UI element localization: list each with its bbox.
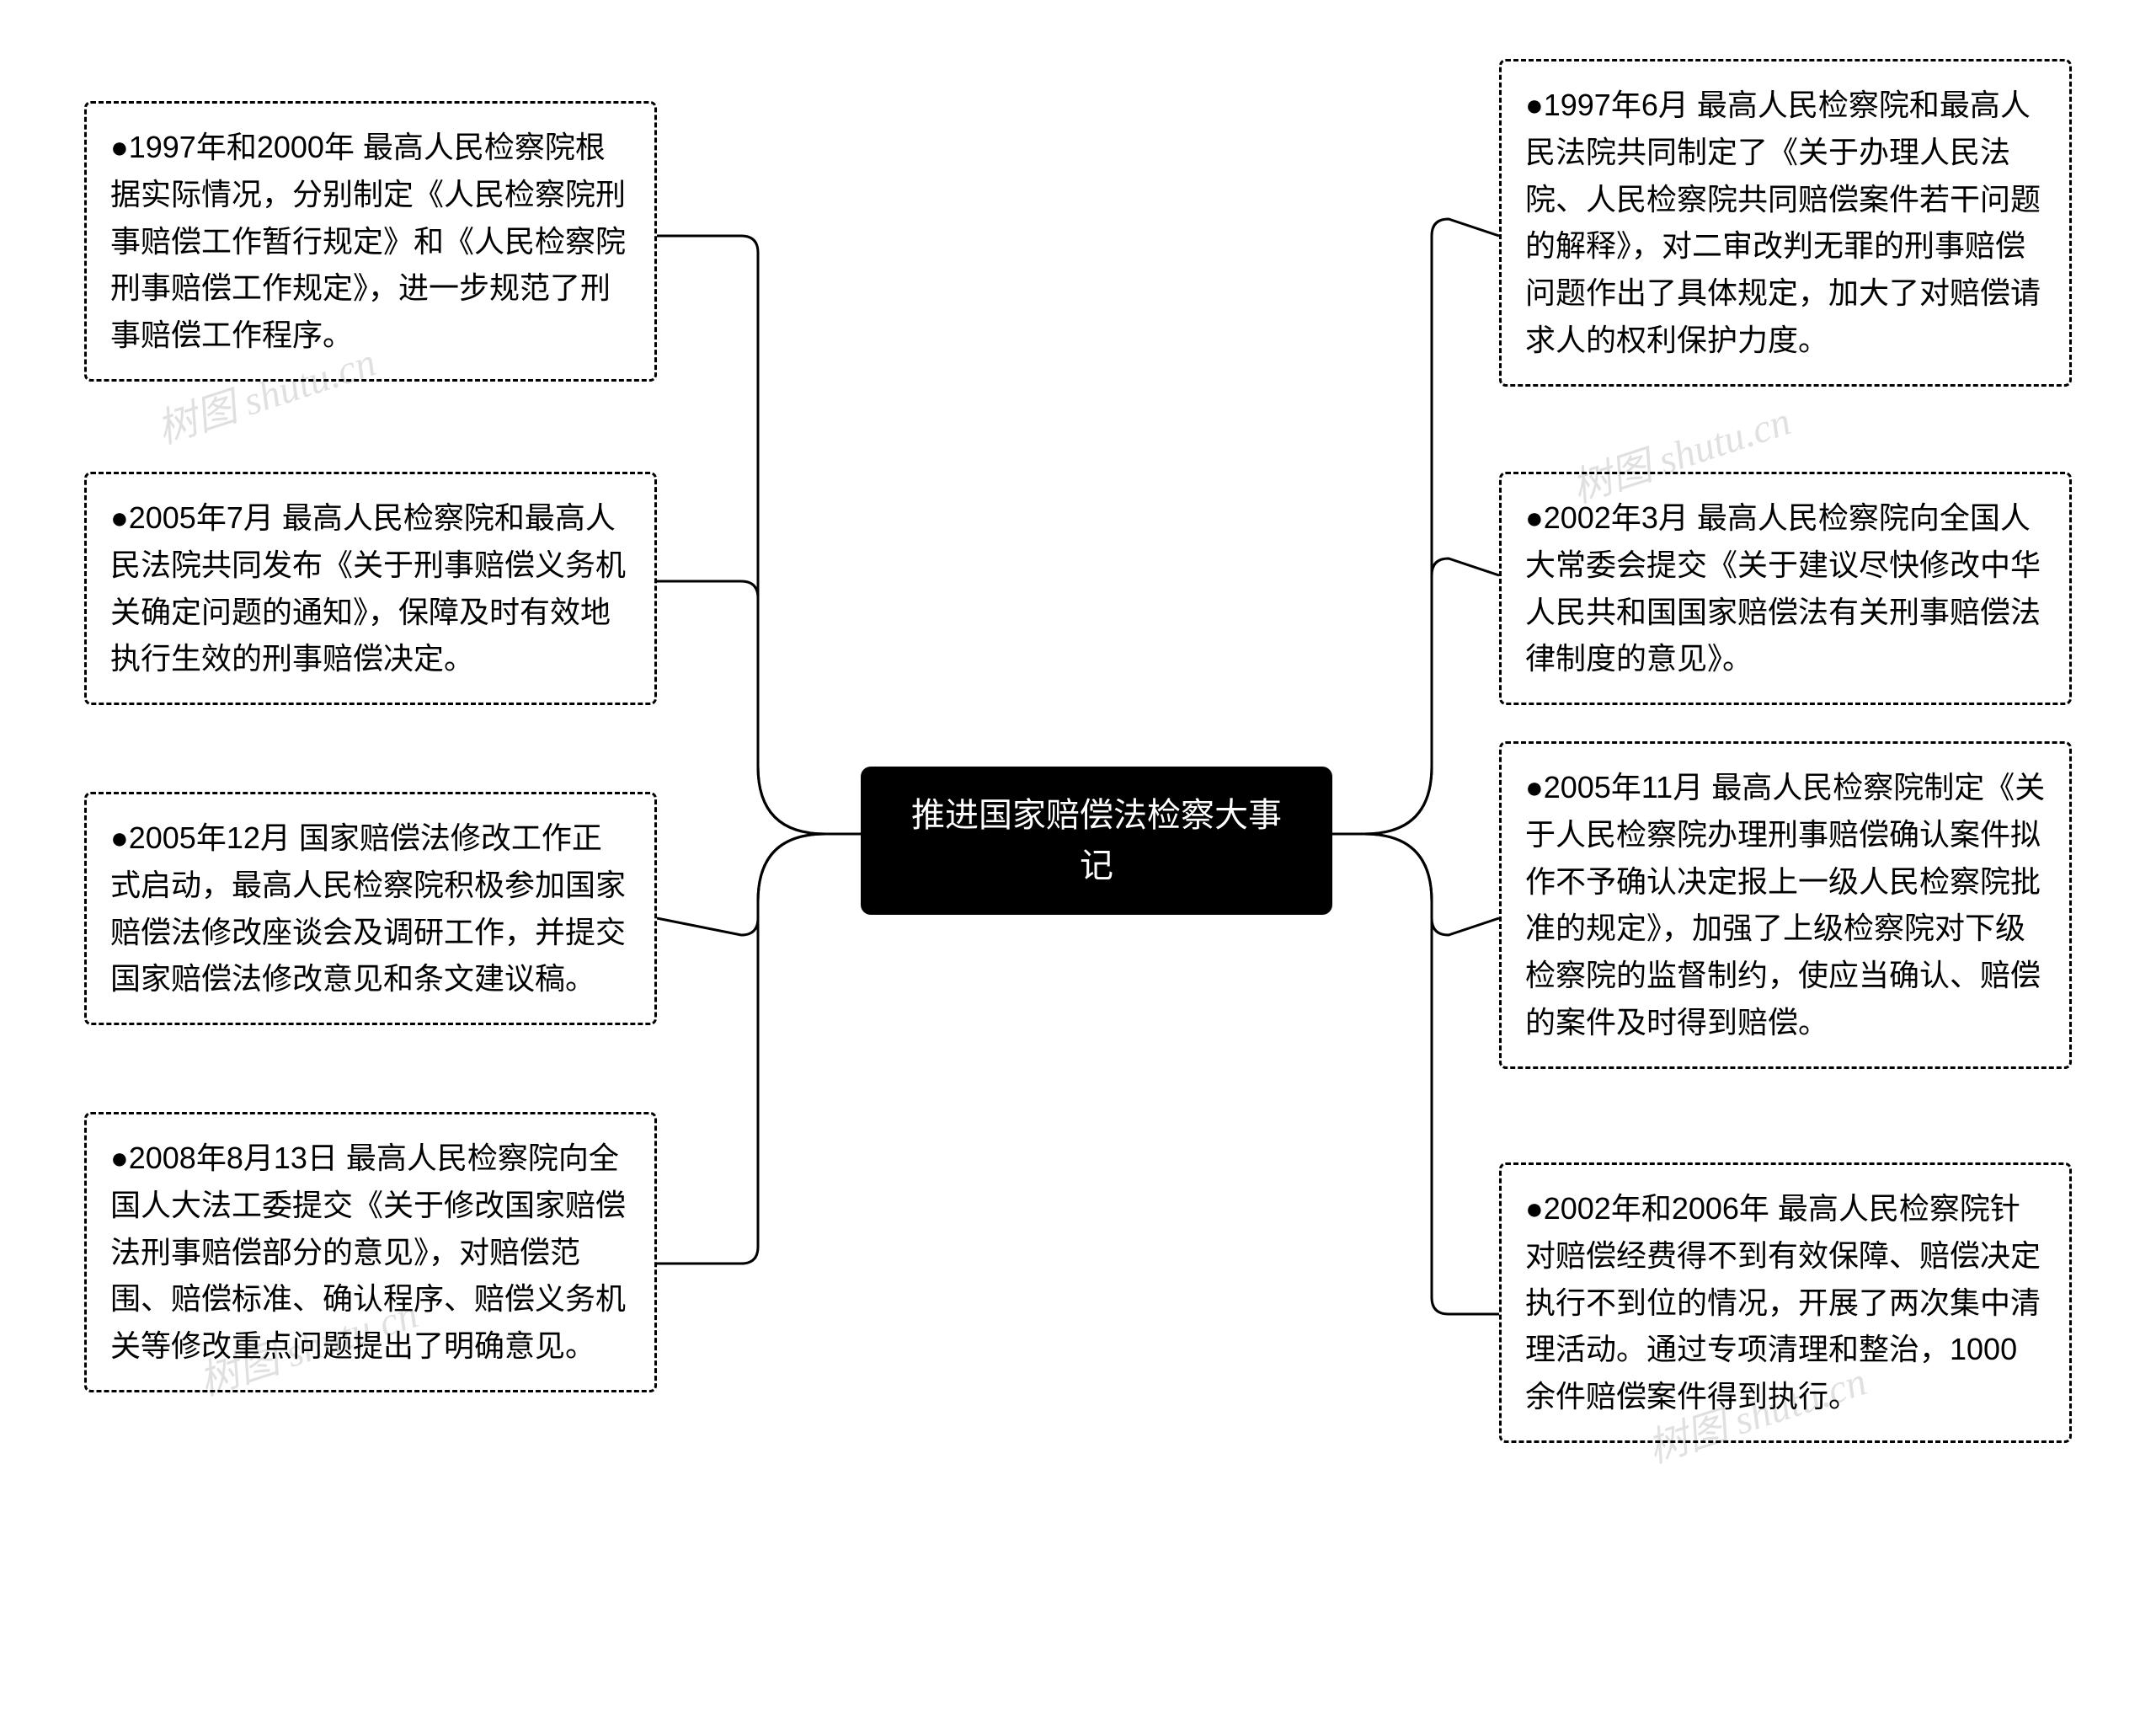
center-node[interactable]: 推进国家赔偿法检察大事 记 [861, 767, 1332, 915]
leaf-left-1[interactable]: ●1997年和2000年 最高人民检察院根据实际情况，分别制定《人民检察院刑事赔… [84, 101, 657, 382]
leaf-left-2[interactable]: ●2005年7月 最高人民检察院和最高人民法院共同发布《关于刑事赔偿义务机关确定… [84, 472, 657, 705]
leaf-text: ●2008年8月13日 最高人民检察院向全国人大法工委提交《关于修改国家赔偿法刑… [110, 1141, 626, 1363]
leaf-right-1[interactable]: ●1997年6月 最高人民检察院和最高人民法院共同制定了《关于办理人民法院、人民… [1499, 59, 2072, 387]
leaf-text: ●2005年11月 最高人民检察院制定《关于人民检察院办理刑事赔偿确认案件拟作不… [1525, 770, 2045, 1039]
leaf-right-4[interactable]: ●2002年和2006年 最高人民检察院针对赔偿经费得不到有效保障、赔偿决定执行… [1499, 1162, 2072, 1443]
leaf-right-3[interactable]: ●2005年11月 最高人民检察院制定《关于人民检察院办理刑事赔偿确认案件拟作不… [1499, 741, 2072, 1069]
leaf-text: ●2005年12月 国家赔偿法修改工作正式启动，最高人民检察院积极参加国家赔偿法… [110, 820, 626, 996]
leaf-text: ●2002年和2006年 最高人民检察院针对赔偿经费得不到有效保障、赔偿决定执行… [1525, 1191, 2041, 1413]
leaf-text: ●1997年和2000年 最高人民检察院根据实际情况，分别制定《人民检察院刑事赔… [110, 130, 626, 352]
leaf-text: ●1997年6月 最高人民检察院和最高人民法院共同制定了《关于办理人民法院、人民… [1525, 88, 2041, 357]
center-line2: 记 [1080, 847, 1113, 884]
leaf-right-2[interactable]: ●2002年3月 最高人民检察院向全国人大常委会提交《关于建议尽快修改中华人民共… [1499, 472, 2072, 705]
leaf-text: ●2002年3月 最高人民检察院向全国人大常委会提交《关于建议尽快修改中华人民共… [1525, 500, 2041, 676]
leaf-left-3[interactable]: ●2005年12月 国家赔偿法修改工作正式启动，最高人民检察院积极参加国家赔偿法… [84, 792, 657, 1025]
leaf-text: ●2005年7月 最高人民检察院和最高人民法院共同发布《关于刑事赔偿义务机关确定… [110, 500, 626, 676]
center-line1: 推进国家赔偿法检察大事 [911, 797, 1282, 834]
leaf-left-4[interactable]: ●2008年8月13日 最高人民检察院向全国人大法工委提交《关于修改国家赔偿法刑… [84, 1112, 657, 1392]
mindmap-canvas: 推进国家赔偿法检察大事 记 ●1997年和2000年 最高人民检察院根据实际情况… [0, 0, 2156, 1726]
